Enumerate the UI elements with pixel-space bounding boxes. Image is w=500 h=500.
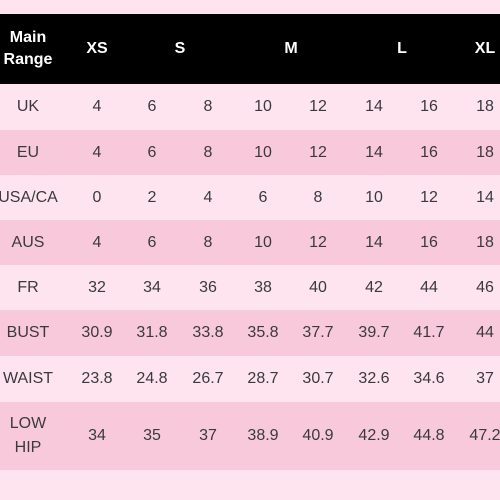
table-cell: 41.7 — [413, 324, 445, 341]
table-cell: 46 — [476, 278, 494, 296]
table-row: FR 32 34 36 38 40 42 44 46 — [0, 265, 500, 310]
row-label: BUST — [0, 310, 56, 356]
row-label-line: EU — [16, 143, 40, 161]
row-label: USA/CA — [0, 175, 58, 220]
table-cell: 34 — [143, 278, 161, 296]
table-cell: 23.8 — [81, 370, 113, 387]
table-cell: 37 — [199, 427, 217, 444]
table-cell: 14 — [365, 98, 383, 115]
table-cell: 44.8 — [413, 427, 445, 444]
table-cell: 37.7 — [302, 324, 334, 341]
table-cell: 4 — [92, 233, 102, 251]
table-cell: 4 — [92, 143, 102, 161]
row-label: EU — [0, 130, 56, 175]
table-cell: 4 — [203, 188, 213, 206]
row-label-line: UK — [16, 98, 40, 115]
table-cell: 8 — [203, 233, 213, 251]
table-cell: 18 — [476, 233, 494, 251]
row-label-line: WAIST — [2, 370, 54, 387]
row-label-line: BUST — [6, 324, 50, 341]
table-cell: 12 — [309, 233, 327, 251]
table-cell: 16 — [420, 143, 438, 161]
row-label: LOW HIP — [0, 402, 56, 470]
header-size-s: S — [174, 40, 186, 57]
row-label-line: USA/CA — [0, 188, 58, 206]
table-cell: 16 — [420, 98, 438, 115]
table-cell: 34.6 — [413, 370, 445, 387]
header-size-xs: XS — [86, 40, 108, 57]
table-cell: 6 — [147, 143, 157, 161]
table-cell: 32 — [88, 278, 106, 296]
table-cell: 0 — [92, 188, 102, 206]
table-cell: 10 — [365, 188, 383, 206]
row-label-line: LOW — [9, 415, 47, 432]
table-cell: 34 — [88, 427, 106, 444]
table-row: AUS 4 6 8 10 12 14 16 18 — [0, 220, 500, 265]
table-cell: 18 — [476, 143, 494, 161]
row-label-line: FR — [17, 278, 39, 296]
table-row: UK 4 6 8 10 12 14 16 18 — [0, 84, 500, 130]
row-label: UK — [0, 84, 56, 130]
table-cell: 12 — [309, 143, 327, 161]
row-label-line: AUS — [11, 233, 45, 251]
table-cell: 26.7 — [192, 370, 224, 387]
table-cell: 38.9 — [247, 427, 279, 444]
table-cell: 40 — [309, 278, 327, 296]
table-cell: 42.9 — [358, 427, 390, 444]
row-label: FR — [0, 265, 56, 310]
table-cell: 8 — [203, 98, 213, 115]
header-size-l: L — [397, 40, 407, 57]
table-cell: 32.6 — [358, 370, 390, 387]
table-cell: 35 — [143, 427, 161, 444]
table-cell: 10 — [254, 143, 272, 161]
table-cell: 4 — [92, 98, 102, 115]
table-cell: 12 — [309, 98, 327, 115]
table-cell: 44 — [476, 324, 494, 341]
table-cell: 44 — [420, 278, 438, 296]
table-row: EU 4 6 8 10 12 14 16 18 — [0, 130, 500, 175]
table-cell: 10 — [254, 98, 272, 115]
table-cell: 6 — [258, 188, 268, 206]
table-cell: 14 — [365, 233, 383, 251]
table-cell: 10 — [254, 233, 272, 251]
table-cell: 39.7 — [358, 324, 390, 341]
table-cell: 36 — [199, 278, 217, 296]
table-cell: 35.8 — [247, 324, 279, 341]
table-cell: 16 — [420, 233, 438, 251]
table-cell: 6 — [147, 233, 157, 251]
table-cell: 42 — [365, 278, 383, 296]
table-cell: 47.2 — [469, 427, 500, 444]
row-label: AUS — [0, 220, 56, 265]
header-size-xl: XL — [474, 40, 496, 57]
table-cell: 28.7 — [247, 370, 279, 387]
table-cell: 31.8 — [136, 324, 168, 341]
table-row: USA/CA 0 2 4 6 8 10 12 14 — [0, 175, 500, 220]
table-row: LOW HIP 34 35 37 38.9 40.9 42.9 44.8 47.2 — [0, 402, 500, 470]
table-cell: 33.8 — [192, 324, 224, 341]
table-cell: 14 — [476, 188, 494, 206]
table-cell: 14 — [365, 143, 383, 161]
header-label-line: Main — [9, 29, 47, 46]
table-cell: 40.9 — [302, 427, 334, 444]
header-label: Main Range — [0, 14, 56, 84]
table-row: WAIST 23.8 24.8 26.7 28.7 30.7 32.6 34.6 37 — [0, 356, 500, 402]
table-cell: 30.7 — [302, 370, 334, 387]
table-cell: 2 — [147, 188, 157, 206]
table-header: Main Range XS S M L XL — [0, 14, 500, 84]
table-cell: 18 — [476, 98, 494, 115]
table-row: BUST 30.9 31.8 33.8 35.8 37.7 39.7 41.7 44 — [0, 310, 500, 356]
table-cell: 30.9 — [81, 324, 113, 341]
table-cell: 8 — [313, 188, 323, 206]
table-cell: 37 — [476, 370, 494, 387]
header-size-m: M — [284, 40, 298, 57]
table-cell: 38 — [254, 278, 272, 296]
table-cell: 6 — [147, 98, 157, 115]
row-label-line: HIP — [14, 439, 42, 456]
header-label-line: Range — [3, 51, 53, 68]
table-cell: 8 — [203, 143, 213, 161]
row-label: WAIST — [0, 356, 56, 402]
table-cell: 12 — [420, 188, 438, 206]
table-cell: 24.8 — [136, 370, 168, 387]
